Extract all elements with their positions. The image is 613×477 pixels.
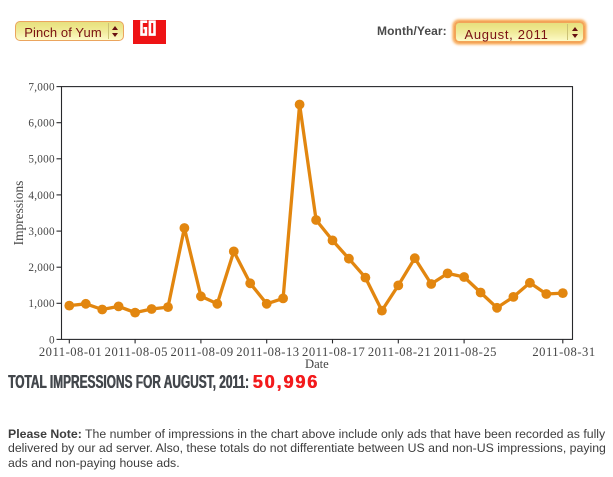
svg-text:Impressions: Impressions [11, 181, 26, 246]
svg-text:1,000: 1,000 [28, 298, 55, 310]
svg-text:4,000: 4,000 [28, 190, 55, 202]
svg-text:5,000: 5,000 [28, 154, 55, 166]
svg-text:2011-08-31: 2011-08-31 [532, 345, 595, 359]
svg-text:2011-08-21: 2011-08-21 [368, 345, 431, 359]
svg-text:2011-08-09: 2011-08-09 [170, 345, 233, 359]
svg-text:2011-08-17: 2011-08-17 [302, 345, 365, 359]
svg-text:6,000: 6,000 [28, 118, 55, 130]
svg-text:2011-08-13: 2011-08-13 [236, 345, 299, 359]
svg-text:0: 0 [49, 334, 55, 346]
svg-text:2011-08-25: 2011-08-25 [434, 345, 497, 359]
svg-text:2011-08-05: 2011-08-05 [105, 345, 168, 359]
svg-text:Date: Date [305, 357, 329, 371]
svg-text:2011-08-01: 2011-08-01 [39, 345, 102, 359]
svg-text:2,000: 2,000 [28, 262, 55, 274]
svg-text:3,000: 3,000 [28, 226, 55, 238]
svg-text:7,000: 7,000 [28, 82, 55, 94]
